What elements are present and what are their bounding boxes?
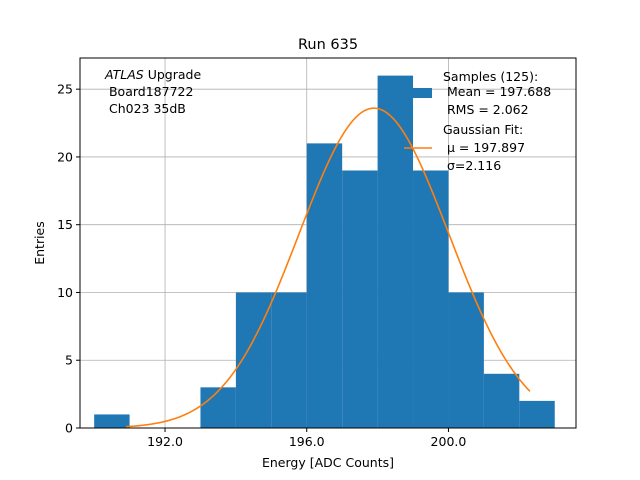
annotation-upgrade: Upgrade [144,67,202,82]
legend-samples-rms: RMS = 2.062 [443,102,529,117]
x-tick-label-2: 200.0 [431,434,467,449]
y-axis-ticks: 0 5 10 15 20 25 [57,82,80,436]
y-tick-label-0: 0 [65,421,73,436]
legend-fit-sigma: σ=2.116 [443,158,501,173]
legend-samples-title: Samples (125): [443,69,538,84]
annotation-board: Board187722 [105,84,193,99]
y-tick-label-1: 5 [65,353,73,368]
x-axis-ticks: 192.0 196.0 200.0 [147,428,466,449]
annotation-line-1: ATLAS Upgrade [104,67,201,82]
y-axis-label: Entries [32,221,47,265]
legend-fit-mu: μ = 197.897 [443,140,525,155]
x-tick-label-1: 196.0 [289,434,325,449]
annotation-atlas: ATLAS [104,67,144,82]
histogram-bar-9 [413,170,449,428]
bars-layer [94,75,555,428]
x-axis-label: Energy [ADC Counts] [262,455,394,470]
legend-samples-mean: Mean = 197.688 [443,84,551,99]
y-tick-label-2: 10 [57,285,73,300]
atlas-annotation: ATLAS Upgrade Board187722 Ch023 35dB [104,67,201,116]
legend-fit-title: Gaussian Fit: [443,122,523,137]
legend: Samples (125): Mean = 197.688 RMS = 2.06… [404,69,551,173]
annotation-channel: Ch023 35dB [105,101,186,116]
histogram-bar-5 [271,292,307,428]
histogram-bar-3 [200,387,236,428]
y-tick-label-5: 25 [57,82,73,97]
gaussian-fit-curve [126,107,531,428]
histogram-bar-11 [483,373,520,428]
plot-frame [79,57,577,429]
y-tick-label-3: 15 [57,217,73,232]
x-tick-label-0: 192.0 [147,434,183,449]
legend-samples-swatch [404,88,432,98]
y-tick-label-4: 20 [57,149,73,164]
histogram-bar-8 [377,75,414,428]
histogram-bar-7 [342,170,378,428]
histogram-bar-0 [94,414,130,428]
histogram-bar-6 [306,143,343,428]
histogram-bar-10 [448,292,484,428]
histogram-bar-12 [519,400,555,428]
chart-title: Run 635 [298,37,358,53]
